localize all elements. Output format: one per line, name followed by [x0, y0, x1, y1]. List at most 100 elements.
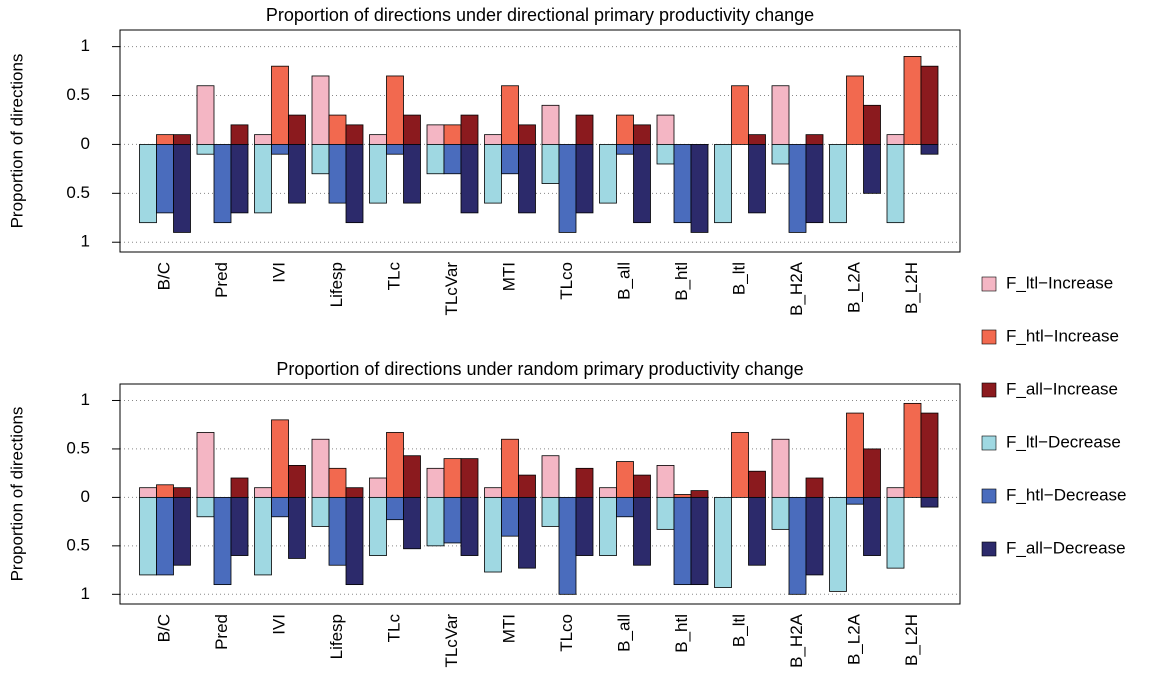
y-tick-label: 0.5 [66, 183, 90, 202]
legend-label: F_ltl−Decrease [1006, 432, 1121, 451]
bar [575, 144, 594, 214]
bar [311, 496, 330, 527]
bar [254, 144, 272, 214]
bar [633, 496, 651, 566]
bar [599, 144, 617, 204]
bar [484, 144, 502, 204]
x-tick-label: TLco [557, 614, 576, 652]
bar [541, 496, 560, 527]
bar [690, 144, 709, 233]
legend-label: F_htl−Increase [1006, 326, 1119, 345]
bar [173, 134, 191, 145]
bar [484, 134, 502, 145]
x-tick-label: B_ltl [729, 614, 748, 647]
y-tick-label: 1 [81, 584, 90, 603]
x-tick-label: Lifesp [327, 262, 346, 307]
bar [886, 496, 905, 569]
x-tick-label: IVI [269, 614, 288, 635]
bar [369, 134, 387, 145]
legend-swatch [981, 382, 997, 398]
x-tick-label: B_ltl [729, 262, 748, 295]
y-tick-label: 1 [81, 390, 90, 409]
bar [311, 438, 330, 498]
x-tick-label: B/C [154, 262, 173, 290]
bar [403, 496, 421, 550]
x-tick-label: MTI [499, 614, 518, 643]
bar [829, 496, 847, 592]
bar [443, 124, 462, 145]
bar [673, 496, 692, 586]
bar [460, 114, 479, 145]
bar [616, 461, 634, 498]
bar [345, 124, 364, 145]
y-tick-label: 0.5 [66, 85, 90, 104]
bar [886, 487, 905, 498]
x-tick-label: B/C [154, 614, 173, 642]
bar [748, 134, 766, 145]
bar [863, 448, 881, 498]
x-tick-label: TLco [557, 262, 576, 300]
x-tick-label: TLcVar [442, 614, 461, 668]
bar [230, 496, 249, 556]
bar [920, 144, 939, 155]
bar [690, 490, 709, 498]
legend-swatch [981, 276, 997, 292]
bar [484, 487, 502, 498]
bar [230, 144, 249, 214]
bar [254, 496, 272, 576]
x-tick-label: B_all [614, 614, 633, 652]
bar [863, 496, 881, 556]
bar [460, 496, 479, 556]
bar [196, 496, 215, 518]
bar [288, 465, 306, 498]
plot-frame [119, 383, 961, 605]
bar [443, 496, 462, 544]
bar [403, 114, 421, 145]
bar [484, 496, 502, 573]
bar [714, 144, 732, 224]
bar [616, 114, 634, 145]
bar [386, 75, 404, 145]
bar [805, 144, 824, 224]
bar [345, 496, 364, 586]
bar [501, 496, 519, 537]
x-tick-label: B_H2A [787, 261, 806, 316]
x-tick-label: B_all [614, 262, 633, 300]
bar [460, 144, 479, 214]
bar [558, 144, 577, 233]
x-tick-label: TLc [384, 262, 403, 291]
bar [771, 144, 790, 165]
bar [829, 144, 847, 224]
bar [863, 104, 881, 145]
bar [501, 144, 519, 175]
x-tick-label: TLc [384, 614, 403, 643]
bar [731, 432, 749, 498]
bar [771, 438, 790, 498]
bar [443, 458, 462, 498]
bar [633, 144, 651, 224]
y-axis-title: Proportion of directions [7, 54, 26, 229]
x-tick-label: B_H2A [787, 613, 806, 668]
y-tick-label: 0.5 [66, 535, 90, 554]
legend-label: F_htl−Decrease [1006, 485, 1126, 504]
x-tick-label: B_htl [672, 262, 691, 301]
bar [386, 144, 404, 155]
plot-frame [119, 29, 961, 253]
bar [656, 114, 675, 145]
bar [271, 496, 289, 518]
bar [156, 496, 174, 576]
bar [541, 144, 560, 184]
bar [288, 496, 306, 559]
bar [501, 438, 519, 498]
bar [271, 144, 289, 155]
bar [920, 496, 939, 508]
bar [690, 496, 709, 586]
bar [230, 124, 249, 145]
bar [139, 144, 157, 224]
chart-title: Proportion of directions under direction… [266, 5, 814, 25]
bar [771, 496, 790, 530]
bar [369, 144, 387, 204]
bar [903, 56, 922, 145]
bar [386, 432, 404, 498]
